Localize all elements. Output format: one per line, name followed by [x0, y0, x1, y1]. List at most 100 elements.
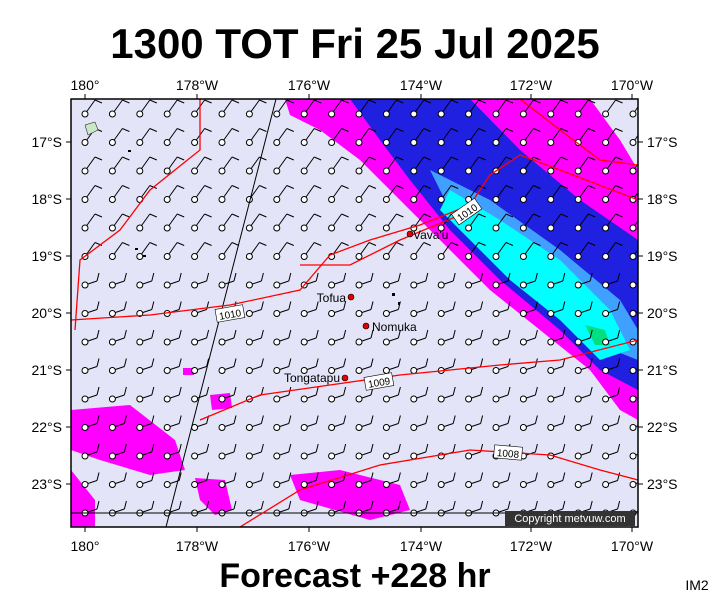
wind-barb: [492, 301, 511, 317]
barb-station: [410, 481, 418, 488]
barb-flag: [204, 156, 212, 161]
wind-barb: [218, 128, 240, 146]
barb-station: [245, 338, 253, 346]
barb-station: [492, 338, 500, 346]
barb-flag: [231, 128, 240, 132]
barb-station: [136, 367, 144, 374]
wind-barb: [492, 472, 511, 488]
barb-station: [300, 167, 308, 175]
wind-barb: [382, 415, 401, 431]
barb-flag: [314, 213, 322, 218]
wind-barb: [300, 156, 322, 175]
barb-flag: [451, 156, 459, 161]
isobars: [71, 99, 638, 527]
barb-station: [410, 281, 418, 289]
wind-barb: [410, 99, 431, 118]
barb-station: [629, 281, 637, 289]
barb-flag: [123, 500, 127, 510]
wind-barb: [163, 128, 185, 146]
lon-label: 174°W: [400, 77, 443, 93]
barb-flag: [368, 242, 377, 246]
barb-station: [602, 110, 610, 118]
wind-barb: [492, 99, 514, 118]
barb-station: [629, 395, 637, 403]
wind-barb: [163, 358, 182, 374]
barb-station: [108, 338, 116, 346]
barb-flag: [260, 415, 264, 424]
barb-flag: [370, 472, 374, 481]
wind-barb: [629, 452, 638, 460]
barb-station: [328, 224, 336, 232]
barb-flag: [589, 301, 593, 310]
barb-flag: [151, 415, 155, 424]
barb-station: [602, 139, 610, 146]
barb-flag: [534, 386, 538, 396]
barb-station: [355, 424, 363, 431]
barb-station: [328, 167, 336, 175]
lat-label: 22°S: [647, 419, 678, 435]
barb-station: [547, 395, 555, 403]
barb-flag: [315, 301, 319, 310]
barb-station: [273, 338, 281, 346]
islands: [128, 150, 400, 305]
barb-station: [602, 224, 610, 232]
barb-flag: [505, 156, 514, 161]
barb-station: [492, 224, 500, 232]
barb-station: [382, 196, 390, 203]
barb-flag: [260, 329, 264, 339]
wind-barb: [437, 386, 456, 403]
barb-station: [355, 224, 363, 232]
barb-flag: [178, 329, 182, 339]
wind-barb: [410, 472, 429, 488]
barb-station: [547, 224, 555, 232]
wind-barb: [574, 242, 596, 260]
barb-flag: [206, 500, 210, 510]
barb-station: [191, 338, 199, 346]
barb-flag: [507, 329, 511, 339]
barb-station: [273, 196, 281, 203]
wind-barb: [163, 213, 185, 232]
barb-station: [328, 338, 336, 346]
barb-station: [136, 338, 144, 346]
barb-flag: [233, 329, 237, 339]
barb-station: [437, 338, 445, 346]
wind-barb: [355, 185, 377, 203]
lon-label: 172°W: [510, 538, 553, 554]
barb-flag: [425, 301, 429, 310]
barb-station: [382, 310, 390, 317]
barb-flag: [288, 500, 292, 510]
barb-flag: [589, 500, 593, 510]
lat-label: 19°S: [31, 248, 62, 264]
lat-label: 19°S: [647, 248, 678, 264]
barb-station: [81, 110, 89, 118]
wind-barb: [492, 272, 511, 289]
barb-flag: [478, 242, 486, 246]
barb-station: [355, 395, 363, 403]
barb-flag: [178, 358, 182, 367]
wind-barb: [81, 156, 103, 175]
place-label: Vava'u: [413, 228, 448, 242]
barb-station: [300, 481, 308, 488]
barb-flag: [480, 329, 484, 339]
barb-flag: [562, 301, 566, 310]
barb-flag: [425, 443, 429, 453]
wind-barb: [81, 329, 100, 346]
barb-flag: [397, 500, 401, 510]
wind-barb: [328, 99, 349, 118]
wind-barb: [108, 156, 130, 175]
barb-station: [519, 367, 527, 374]
barb-flag: [423, 242, 431, 246]
wind-barb: [218, 213, 240, 232]
barb-station: [519, 196, 527, 203]
wind-barb: [465, 156, 486, 175]
wind-barb: [163, 185, 185, 203]
wind-barb: [136, 99, 157, 118]
barb-station: [136, 452, 144, 460]
barb-flag: [123, 443, 127, 453]
barb-flag: [617, 386, 621, 396]
wind-barb: [191, 301, 210, 317]
lon-label: 170°W: [611, 77, 654, 93]
barb-station: [108, 139, 116, 146]
barb-station: [602, 167, 610, 175]
wind-barb: [273, 329, 292, 346]
